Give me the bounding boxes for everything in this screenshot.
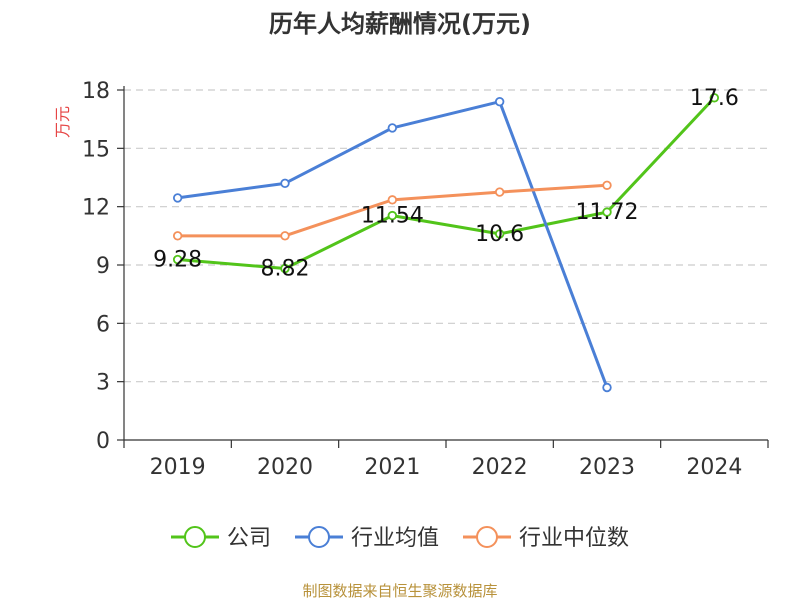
data-point [602,207,612,217]
x-tick-label: 2022 [472,455,528,480]
legend-label: 行业中位数 [519,526,629,551]
y-tick-label: 6 [96,312,110,337]
y-tick-label: 3 [96,371,110,396]
data-point [602,382,612,393]
axes: 0 3 6 9 12 15 18 2019 2020 2021 2022 2023 2024 [82,79,769,480]
legend-swatch-marker [476,526,498,548]
x-tick-label: 2021 [364,455,420,480]
legend-swatch-marker [184,526,206,548]
data-label: 11.54 [361,204,424,229]
data-label: 11.72 [576,200,639,225]
legend-label: 行业均值 [351,526,439,551]
data-point [280,231,290,241]
data-point [387,123,398,133]
y-axis-unit-label: 万元 [53,106,72,138]
y-tick-label: 15 [82,137,110,162]
data-point [494,96,505,107]
data-label: 8.82 [261,257,310,282]
y-tick-label: 18 [82,79,110,104]
data-label: 17.6 [690,86,739,111]
source-note: 制图数据来自恒生聚源数据库 [302,582,497,600]
chart-title: 历年人均薪酬情况(万元) [269,10,531,38]
data-point [387,210,398,221]
data-point [172,254,183,265]
x-tick-label: 2024 [686,455,742,480]
data-point [709,93,720,103]
x-tick-label: 2023 [579,455,635,480]
y-tick-label: 12 [82,196,110,221]
data-point [494,229,505,239]
data-point [280,263,290,274]
data-point [280,178,290,189]
data-point [172,231,183,241]
data-label: 10.6 [475,222,524,247]
data-point [172,193,183,203]
x-tick-label: 2019 [150,455,206,480]
series-layer [172,93,720,393]
legend-label: 公司 [227,526,271,551]
series-line [177,96,716,270]
y-tick-label: 9 [96,254,110,279]
y-tick-label: 0 [96,429,110,454]
data-label: 9.28 [153,248,202,273]
legend: 公司 行业均值 行业中位数 [171,526,629,551]
data-labels: 9.28 8.82 11.54 10.6 11.72 17.6 [153,86,739,282]
data-point [387,195,398,205]
series-line [177,100,609,389]
legend-swatch-marker [308,526,330,548]
data-point [494,187,505,197]
x-tick-label: 2020 [257,455,313,480]
data-point [602,180,612,190]
